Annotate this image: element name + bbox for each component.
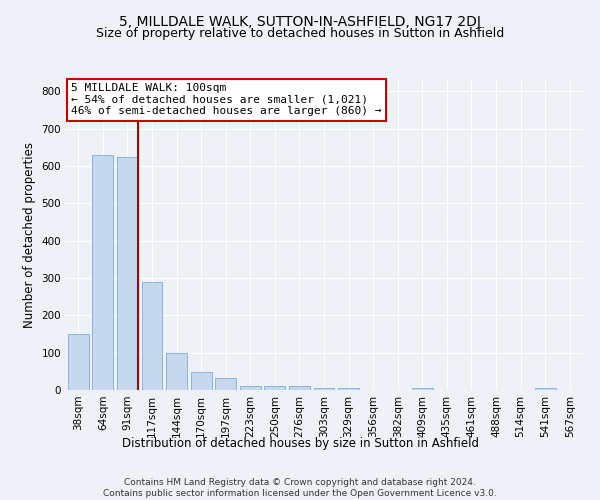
Bar xyxy=(142,282,163,390)
Bar xyxy=(92,154,113,390)
Text: 5, MILLDALE WALK, SUTTON-IN-ASHFIELD, NG17 2DJ: 5, MILLDALE WALK, SUTTON-IN-ASHFIELD, NG… xyxy=(119,15,481,29)
Text: 5 MILLDALE WALK: 100sqm
← 54% of detached houses are smaller (1,021)
46% of semi: 5 MILLDALE WALK: 100sqm ← 54% of detache… xyxy=(71,83,382,116)
Text: Contains HM Land Registry data © Crown copyright and database right 2024.
Contai: Contains HM Land Registry data © Crown c… xyxy=(103,478,497,498)
Bar xyxy=(289,386,310,390)
Bar xyxy=(68,334,89,390)
Bar xyxy=(535,388,556,390)
Text: Distribution of detached houses by size in Sutton in Ashfield: Distribution of detached houses by size … xyxy=(121,438,479,450)
Text: Size of property relative to detached houses in Sutton in Ashfield: Size of property relative to detached ho… xyxy=(96,28,504,40)
Bar xyxy=(314,388,334,390)
Bar xyxy=(117,156,138,390)
Bar xyxy=(265,386,286,390)
Bar xyxy=(338,388,359,390)
Bar xyxy=(191,372,212,390)
Bar xyxy=(215,378,236,390)
Bar xyxy=(412,388,433,390)
Y-axis label: Number of detached properties: Number of detached properties xyxy=(23,142,36,328)
Bar xyxy=(240,386,261,390)
Bar xyxy=(166,352,187,390)
